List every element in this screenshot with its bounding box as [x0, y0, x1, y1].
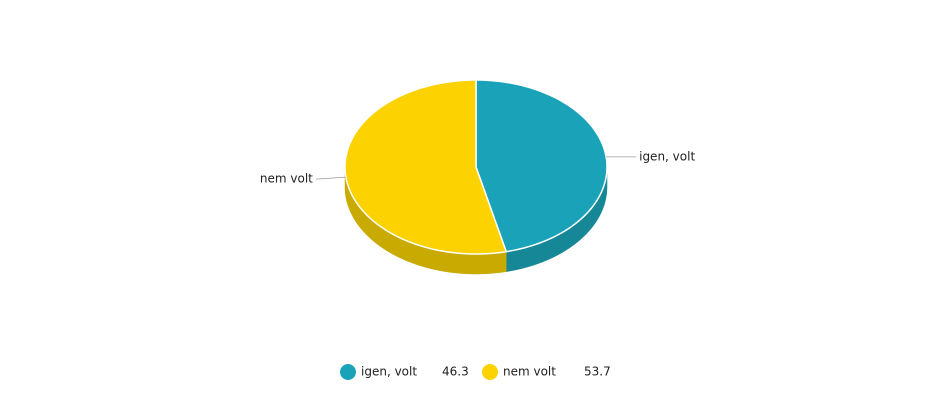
legend-value: 46.3 — [442, 365, 469, 379]
leader-line — [315, 176, 346, 180]
slice — [344, 79, 507, 255]
legend-label: igen, volt — [361, 365, 417, 379]
legend-marker — [482, 364, 498, 380]
legend-value: 53.7 — [584, 365, 611, 379]
slice-label: nem volt — [260, 172, 313, 186]
slice — [475, 79, 608, 253]
legend-marker — [340, 364, 356, 380]
slice-label: igen, volt — [639, 149, 695, 163]
legend-label: nem volt — [503, 365, 556, 379]
